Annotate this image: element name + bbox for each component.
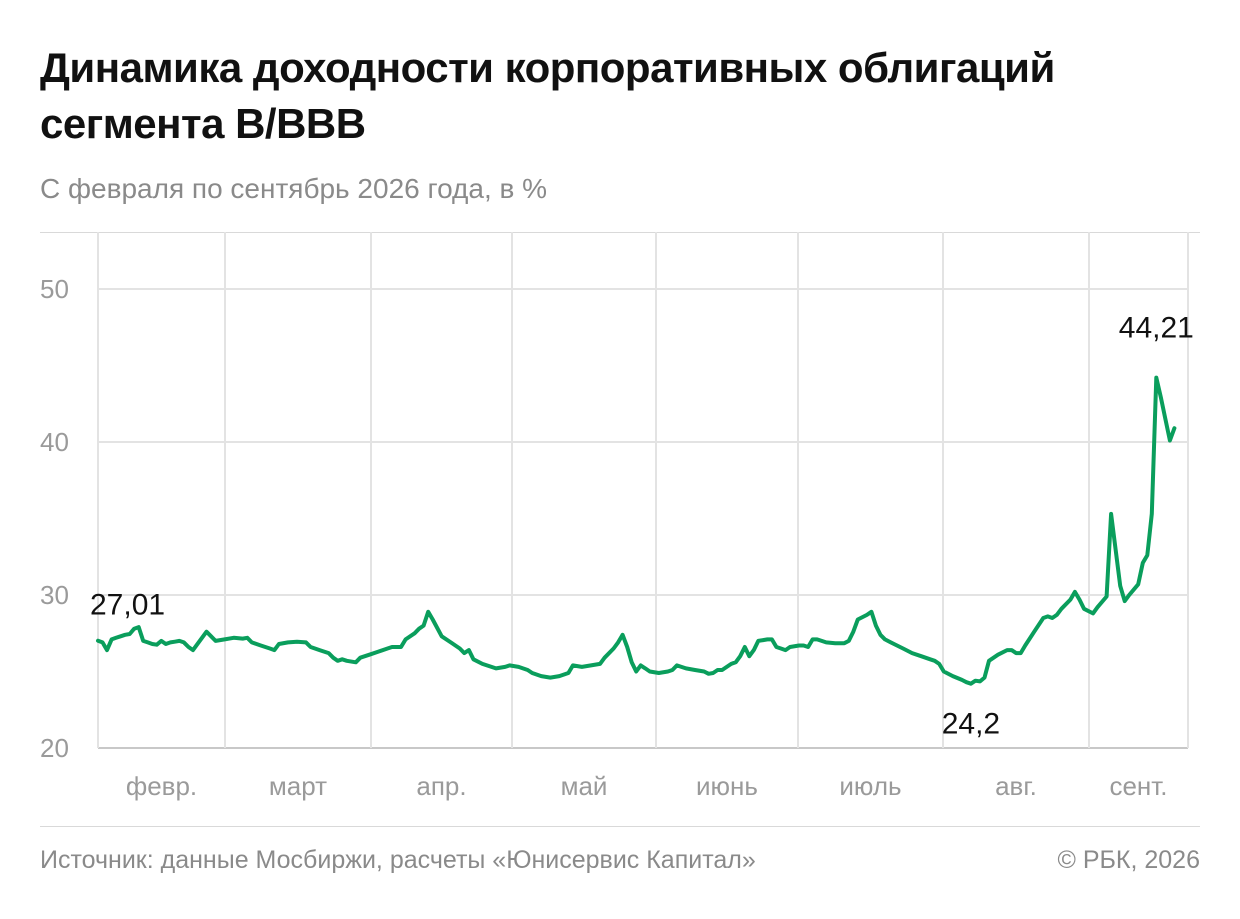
x-axis-ticks: февр. март апр. май июнь июль авг. сент. [126, 771, 1168, 801]
bottom-divider [40, 826, 1200, 827]
yield-series-line [96, 375, 1177, 686]
x-tick-label: июль [839, 771, 901, 801]
x-tick-label: февр. [126, 771, 197, 801]
value-annotation: 44,21 [1119, 312, 1194, 345]
gridlines [97, 232, 1189, 749]
x-tick-label: сент. [1109, 771, 1167, 801]
chart-subtitle: С февраля по сентябрь 2026 года, в % [40, 173, 548, 204]
x-tick-label: авг. [995, 771, 1037, 801]
x-tick-label: март [269, 771, 327, 801]
x-tick-label: май [561, 771, 608, 801]
chart-title: Динамика доходности корпоративных облига… [40, 44, 1055, 147]
x-tick-label: июнь [696, 771, 758, 801]
y-tick-label: 50 [40, 274, 69, 304]
y-tick-label: 30 [40, 580, 69, 610]
y-tick-label: 40 [40, 427, 69, 457]
annotations: 27,01 24,2 44,21 [90, 312, 1194, 741]
top-divider [40, 232, 1200, 233]
copyright-note: © РБК, 2026 [1057, 846, 1200, 874]
x-tick-label: апр. [416, 771, 466, 801]
y-tick-label: 20 [40, 733, 69, 763]
y-axis-ticks: 20 30 40 50 [40, 274, 69, 763]
value-annotation: 27,01 [90, 589, 165, 622]
source-note: Источник: данные Мосбиржи, расчеты «Юнис… [40, 846, 756, 874]
value-annotation: 24,2 [942, 708, 1000, 741]
